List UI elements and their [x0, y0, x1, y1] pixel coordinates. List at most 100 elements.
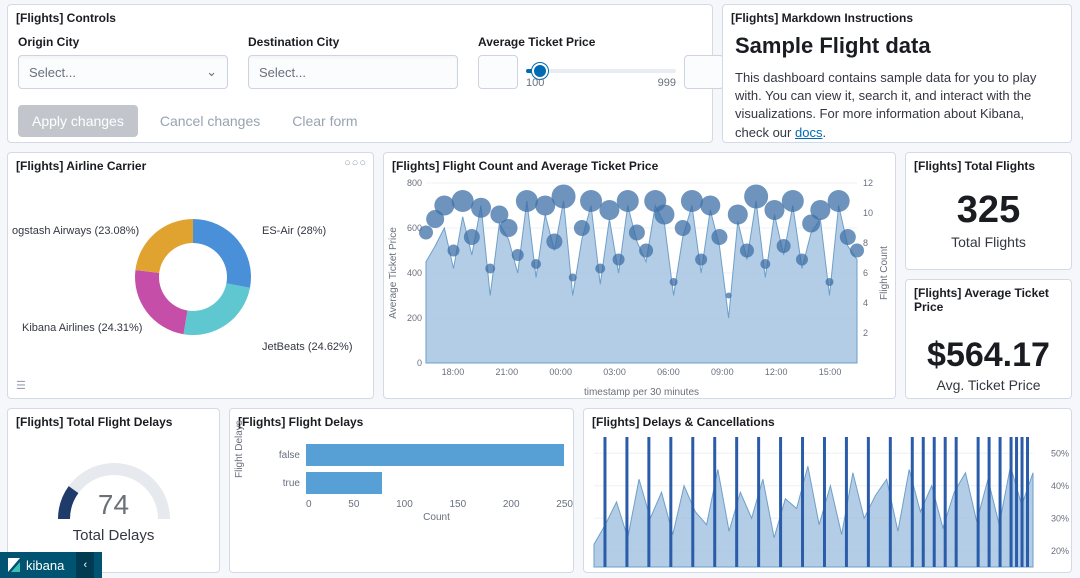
svg-text:12:00: 12:00 [765, 367, 788, 377]
panel-totalflights: [Flights] Total Flights 325 Total Flight… [905, 152, 1072, 270]
label-origin: Origin City [18, 35, 228, 49]
select-origin[interactable]: Select... ⌄ [18, 55, 228, 89]
avgprice-value: $564.17 [906, 336, 1071, 375]
cancel-button[interactable]: Cancel changes [150, 105, 270, 137]
svg-text:10: 10 [863, 208, 873, 218]
kibana-label: kibana [26, 558, 64, 573]
panel-markdown: [Flights] Markdown Instructions Sample F… [722, 4, 1072, 143]
field-origin: Origin City Select... ⌄ [18, 35, 228, 89]
kibana-logo-icon [8, 558, 20, 572]
totalflights-value: 325 [906, 189, 1071, 232]
controls-buttons: Apply changes Cancel changes Clear form [8, 99, 712, 147]
markdown-text: This dashboard contains sample data for … [735, 69, 1059, 142]
svg-text:20%: 20% [1051, 546, 1069, 556]
select-dest[interactable]: Select... [248, 55, 458, 89]
donut-label-esair: ES-Air (28%) [262, 225, 326, 237]
delayscancel-chart[interactable]: 20% 30% 40% 50% [584, 433, 1073, 573]
field-price: Average Ticket Price 100 999 [478, 35, 724, 89]
panel-title-flightdelays: [Flights] Flight Delays [230, 409, 573, 433]
range-min-input[interactable] [478, 55, 518, 89]
panel-title-totaldelays: [Flights] Total Flight Delays [8, 409, 219, 433]
barh-bar[interactable] [306, 444, 564, 466]
range-wrap: 100 999 [478, 55, 724, 89]
svg-text:21:00: 21:00 [496, 367, 519, 377]
panel-title-carrier: [Flights] Airline Carrier [8, 153, 373, 177]
svg-text:18:00: 18:00 [442, 367, 465, 377]
avgprice-label: Avg. Ticket Price [906, 377, 1071, 393]
donut-label-kibana: Kibana Airlines (24.31%) [22, 322, 142, 334]
panel-title-controls: [Flights] Controls [8, 5, 712, 29]
svg-text:06:00: 06:00 [657, 367, 680, 377]
panel-carrier: [Flights] Airline Carrier ○○○ ogstash Ai… [7, 152, 374, 399]
barh-bar[interactable] [306, 472, 382, 494]
barh-xlabel: Count [270, 512, 573, 523]
gauge-wrap: 74 Total Delays [8, 433, 219, 544]
docs-link[interactable]: docs [795, 125, 822, 140]
panel-flightdelays: [Flights] Flight Delays Flight Delays fa… [229, 408, 574, 573]
svg-text:800: 800 [407, 178, 422, 188]
label-price: Average Ticket Price [478, 35, 724, 49]
donut-chart[interactable] [8, 177, 375, 387]
svg-text:40%: 40% [1051, 481, 1069, 491]
svg-text:12: 12 [863, 178, 873, 188]
kibana-collapse-icon[interactable]: ‹ [76, 552, 94, 578]
totalflights-label: Total Flights [906, 234, 1071, 250]
panel-title-markdown: [Flights] Markdown Instructions [723, 5, 1071, 29]
apply-button[interactable]: Apply changes [18, 105, 138, 137]
field-dest: Destination City Select... [248, 35, 458, 89]
donut-label-jetbeats: JetBeats (24.62%) [262, 341, 353, 353]
clear-button[interactable]: Clear form [282, 105, 367, 137]
label-dest: Destination City [248, 35, 458, 49]
donut-label-logstash: ogstash Airways (23.08%) [12, 225, 139, 237]
barh-row: false [270, 441, 573, 469]
markdown-heading: Sample Flight data [735, 33, 1059, 59]
svg-text:200: 200 [407, 313, 422, 323]
select-placeholder: Select... [259, 65, 306, 80]
panel-avgprice: [Flights] Average Ticket Price $564.17 A… [905, 279, 1072, 399]
legend-toggle-icon[interactable]: ☰ [16, 379, 26, 392]
panel-flightcount: [Flights] Flight Count and Average Ticke… [383, 152, 896, 399]
svg-text:50%: 50% [1051, 448, 1069, 458]
range-max-input[interactable] [684, 55, 724, 89]
svg-text:400: 400 [407, 268, 422, 278]
panel-options-icon[interactable]: ○○○ [344, 157, 367, 169]
chevron-down-icon: ⌄ [206, 64, 217, 80]
panel-title-flightcount: [Flights] Flight Count and Average Ticke… [384, 153, 895, 177]
select-placeholder: Select... [29, 65, 76, 80]
barh-category: true [270, 478, 300, 489]
svg-text:timestamp per 30 minutes: timestamp per 30 minutes [584, 387, 699, 398]
svg-text:00:00: 00:00 [549, 367, 572, 377]
barh-wrap: Flight Delays falsetrue 050100150200250 … [230, 433, 573, 553]
svg-text:Average Ticket Price: Average Ticket Price [388, 227, 399, 319]
range-min-label: 100 [526, 77, 544, 89]
barh-ylabel: Flight Delays [234, 420, 245, 478]
panel-title-avgprice: [Flights] Average Ticket Price [906, 280, 1071, 318]
kibana-footer[interactable]: kibana ‹ [0, 552, 102, 578]
markdown-body: Sample Flight data This dashboard contai… [723, 29, 1071, 150]
range-slider[interactable]: 100 999 [526, 55, 676, 89]
svg-text:0: 0 [417, 358, 422, 368]
range-max-label: 999 [658, 77, 676, 89]
svg-text:30%: 30% [1051, 513, 1069, 523]
svg-text:15:00: 15:00 [819, 367, 842, 377]
svg-text:03:00: 03:00 [603, 367, 626, 377]
dashboard-grid: [Flights] Controls Origin City Select...… [0, 0, 1080, 578]
panel-title-delayscancel: [Flights] Delays & Cancellations [584, 409, 1071, 433]
panel-delayscancel: [Flights] Delays & Cancellations 20% 30% 4… [583, 408, 1072, 573]
panel-title-totalflights: [Flights] Total Flights [906, 153, 1071, 177]
barh-row: true [270, 469, 573, 497]
svg-text:09:00: 09:00 [711, 367, 734, 377]
panel-totaldelays: [Flights] Total Flight Delays 74 Total D… [7, 408, 220, 573]
gauge-label: Total Delays [8, 527, 219, 544]
flightcount-chart[interactable]: 02004006008002468101218:0021:0000:0003:0… [384, 177, 897, 399]
controls-row: Origin City Select... ⌄ Destination City… [8, 29, 712, 99]
donut-wrap: ogstash Airways (23.08%) ES-Air (28%) Ki… [8, 177, 373, 387]
svg-text:2: 2 [863, 328, 868, 338]
barh-category: false [270, 450, 300, 461]
barh-xaxis: 050100150200250 [270, 499, 573, 510]
svg-text:6: 6 [863, 268, 868, 278]
panel-controls: [Flights] Controls Origin City Select...… [7, 4, 713, 143]
svg-text:8: 8 [863, 238, 868, 248]
svg-text:4: 4 [863, 298, 868, 308]
svg-text:Flight Count: Flight Count [879, 246, 890, 300]
